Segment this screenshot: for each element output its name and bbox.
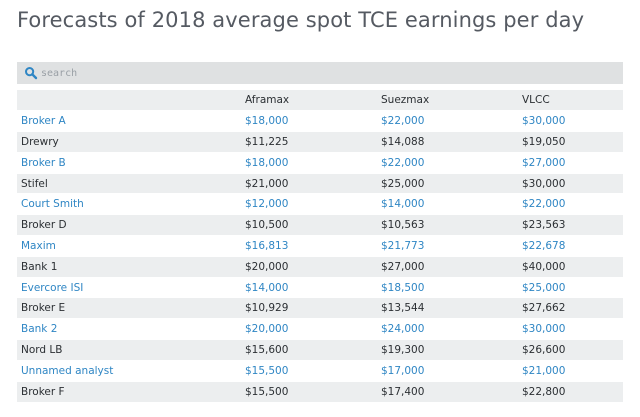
cell-suezmax: $25,000 [381,177,425,190]
table-row: Broker A $18,000 $22,000 $30,000 [17,110,623,132]
table-row: Court Smith $12,000 $14,000 $22,000 [17,193,623,215]
table-row: Drewry $11,225 $14,088 $19,050 [17,131,623,153]
table-row: Nord LB $15,600 $19,300 $26,600 [17,339,623,361]
cell-suezmax: $19,300 [381,343,425,356]
cell-suezmax: $14,000 [381,198,425,211]
cell-source: Drewry [21,135,59,148]
search-bar[interactable] [17,62,623,84]
cell-source: Evercore ISI [21,281,84,294]
cell-vlcc: $25,000 [522,281,566,294]
column-header-aframax[interactable]: Aframax [245,94,290,107]
cell-aframax: $14,000 [245,281,289,294]
cell-suezmax: $22,000 [381,115,425,128]
cell-vlcc: $22,678 [522,239,566,252]
cell-source: Maxim [21,239,56,252]
cell-source: Broker D [21,219,67,232]
column-header-vlcc[interactable]: VLCC [522,94,550,107]
cell-suezmax: $13,544 [381,302,425,315]
table-row: Stifel $21,000 $25,000 $30,000 [17,173,623,194]
table-row: Unnamed analyst $15,500 $17,000 $21,000 [17,360,623,382]
forecast-table: Aframax Suezmax VLCC Broker A $18,000 $22,… [17,90,623,402]
cell-suezmax: $22,000 [381,156,425,169]
cell-aframax: $18,000 [245,156,289,169]
table-row: Broker D $10,500 $10,563 $23,563 [17,214,623,236]
cell-source: Broker B [21,156,66,169]
cell-aframax: $15,500 [245,364,289,377]
cell-source: Broker F [21,385,65,398]
cell-vlcc: $30,000 [522,323,566,336]
table-row: Bank 2 $20,000 $24,000 $30,000 [17,318,623,340]
cell-vlcc: $30,000 [522,177,566,190]
table-row: Broker E $10,929 $13,544 $27,662 [17,297,623,319]
cell-source: Broker A [21,115,66,128]
cell-source: Stifel [21,177,48,190]
cell-aframax: $20,000 [245,323,289,336]
cell-suezmax: $17,000 [381,364,425,377]
cell-aframax: $21,000 [245,177,289,190]
cell-vlcc: $26,600 [522,343,566,356]
search-input[interactable] [41,67,601,79]
cell-vlcc: $21,000 [522,364,566,377]
table-row: Evercore ISI $14,000 $18,500 $25,000 [17,277,623,298]
cell-suezmax: $24,000 [381,323,425,336]
cell-vlcc: $22,000 [522,198,566,211]
cell-source: Bank 2 [21,323,58,336]
cell-aframax: $10,500 [245,219,289,232]
cell-vlcc: $40,000 [522,260,566,273]
table-row: Maxim $16,813 $21,773 $22,678 [17,235,623,257]
cell-suezmax: $21,773 [381,239,425,252]
table-header-row: Aframax Suezmax VLCC [17,90,623,111]
search-icon [25,67,38,80]
cell-suezmax: $14,088 [381,135,425,148]
cell-suezmax: $27,000 [381,260,425,273]
cell-aframax: $20,000 [245,260,289,273]
cell-aframax: $18,000 [245,115,289,128]
cell-source: Nord LB [21,343,63,356]
table-row: Broker B $18,000 $22,000 $27,000 [17,152,623,174]
cell-vlcc: $19,050 [522,135,566,148]
cell-aframax: $15,500 [245,385,289,398]
cell-vlcc: $23,563 [522,219,566,232]
cell-source: Bank 1 [21,260,58,273]
cell-aframax: $11,225 [245,135,289,148]
cell-aframax: $10,929 [245,302,289,315]
table-row: Bank 1 $20,000 $27,000 $40,000 [17,256,623,278]
cell-vlcc: $30,000 [522,115,566,128]
cell-aframax: $12,000 [245,198,289,211]
cell-source: Court Smith [21,198,84,211]
cell-vlcc: $27,000 [522,156,566,169]
cell-suezmax: $18,500 [381,281,425,294]
table-row: Broker F $15,500 $17,400 $22,800 [17,381,623,402]
column-header-source[interactable] [17,90,241,111]
column-header-suezmax[interactable]: Suezmax [381,94,430,107]
cell-aframax: $15,600 [245,343,289,356]
table-body: Broker A $18,000 $22,000 $30,000 Drewry $11,2… [17,110,623,402]
page-title: Forecasts of 2018 average spot TCE earni… [17,8,585,32]
cell-suezmax: $10,563 [381,219,425,232]
cell-suezmax: $17,400 [381,385,425,398]
cell-vlcc: $22,800 [522,385,566,398]
cell-source: Broker E [21,302,66,315]
cell-vlcc: $27,662 [522,302,566,315]
cell-aframax: $16,813 [245,239,289,252]
cell-source: Unnamed analyst [21,364,114,377]
